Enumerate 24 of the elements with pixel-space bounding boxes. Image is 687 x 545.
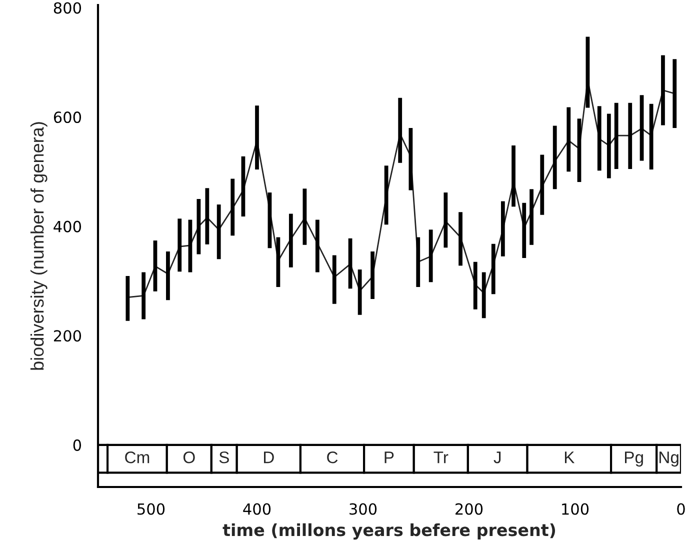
y-tick-label: 400 (54, 220, 82, 232)
band-label: Tr (434, 452, 448, 464)
band-label: C (327, 451, 338, 464)
x-tick-label: 200 (456, 503, 483, 515)
x-tick-label: 100 (562, 503, 589, 515)
band-label: K (564, 452, 575, 464)
band-label: D (264, 452, 274, 464)
y-tick-label: 200 (54, 330, 82, 342)
x-tick-label: 300 (350, 503, 377, 515)
band-label: J (494, 452, 501, 464)
y-tick-label: 800 (54, 2, 82, 14)
x-tick-label: 500 (138, 503, 165, 515)
x-tick-label: 400 (243, 503, 271, 515)
y-axis-title: biodiversity (number of genera) (30, 122, 48, 370)
y-tick-label: 0 (73, 439, 82, 451)
band-label: Pg (625, 452, 643, 467)
x-axis-title: time (millons years befere present) (222, 523, 556, 540)
band-label: Ng (660, 452, 678, 467)
band-label: P (384, 452, 394, 464)
y-tick-label: 600 (54, 111, 82, 124)
band-label: S (219, 451, 229, 464)
x-tick-label: 0 (677, 503, 685, 515)
band-label: Cm (125, 451, 150, 464)
band-label: O (183, 451, 195, 464)
